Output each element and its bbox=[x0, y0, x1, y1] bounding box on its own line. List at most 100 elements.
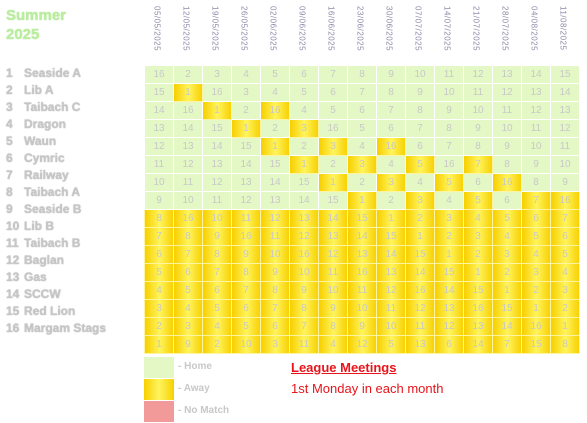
fixture-cell: 3 bbox=[260, 335, 290, 354]
season-title-line-1: Summer bbox=[6, 7, 67, 24]
fixture-cell: 3 bbox=[521, 263, 551, 282]
date-label: 05/05/2025 bbox=[152, 6, 162, 52]
fixture-cell: 10 bbox=[521, 137, 551, 156]
fixture-cell: 5 bbox=[260, 65, 290, 84]
fixture-cell: 10 bbox=[289, 263, 319, 282]
team-number: 5 bbox=[6, 134, 13, 148]
date-header: 07/07/2025 bbox=[405, 6, 431, 62]
fixture-cell: 11 bbox=[434, 65, 464, 84]
fixture-cell: 3 bbox=[405, 191, 435, 210]
team-row: 12 Baglan bbox=[6, 252, 106, 269]
fixture-cell: 11 bbox=[173, 173, 203, 192]
fixture-cell: 9 bbox=[202, 227, 232, 246]
date-header: 04/08/2025 bbox=[521, 6, 547, 62]
fixture-cell: 5 bbox=[405, 155, 435, 174]
date-header: 02/06/2025 bbox=[260, 6, 286, 62]
team-number: 10 bbox=[6, 219, 20, 233]
fixture-cell: 9 bbox=[492, 137, 522, 156]
fixture-cell: 16 bbox=[173, 209, 203, 228]
fixture-cell: 8 bbox=[289, 299, 319, 318]
fixture-cell: 12 bbox=[260, 209, 290, 228]
team-row: 13 Gas bbox=[6, 269, 106, 286]
fixture-cell: 3 bbox=[318, 137, 348, 156]
team-name: Cymric bbox=[24, 151, 65, 165]
fixture-grid: 16 2 3 4 5 6 7 8 9 10 11 12 13 14 15 15 1 16 3 4 5 6 7 8 9 10 11 12… bbox=[144, 65, 580, 354]
team-name: Taibach B bbox=[24, 236, 81, 250]
fixture-cell: 14 bbox=[376, 245, 406, 264]
fixture-row: 2 3 4 5 6 7 8 9 10 11 12 13 14 16 1 bbox=[144, 317, 580, 336]
team-number: 13 bbox=[6, 270, 20, 284]
fixture-row: 11 12 13 14 15 1 2 3 4 5 16 7 8 9 10 bbox=[144, 155, 580, 174]
fixture-cell: 4 bbox=[231, 65, 261, 84]
date-header: 05/05/2025 bbox=[144, 6, 170, 62]
date-label: 30/06/2025 bbox=[384, 6, 394, 52]
fixture-cell: 15 bbox=[405, 245, 435, 264]
fixture-cell: 7 bbox=[347, 83, 377, 102]
legend-home-label: - Home bbox=[178, 361, 212, 372]
fixture-cell: 1 bbox=[173, 83, 203, 102]
fixture-cell: 10 bbox=[347, 299, 377, 318]
fixture-cell: 2 bbox=[550, 299, 580, 318]
fixture-cell: 14 bbox=[144, 101, 174, 120]
legend-nomatch-label: - No Match bbox=[178, 405, 230, 416]
team-number: 4 bbox=[6, 117, 13, 131]
fixture-cell: 15 bbox=[492, 299, 522, 318]
fixture-cell: 10 bbox=[550, 155, 580, 174]
fixture-cell: 1 bbox=[260, 137, 290, 156]
fixture-cell: 2 bbox=[434, 227, 464, 246]
fixture-cell: 10 bbox=[492, 119, 522, 138]
fixture-cell: 1 bbox=[289, 155, 319, 174]
fixture-cell: 1 bbox=[202, 101, 232, 120]
league-meetings-heading[interactable]: League Meetings bbox=[291, 360, 397, 375]
fixture-cell: 16 bbox=[144, 65, 174, 84]
season-title-line-2: 2025 bbox=[6, 26, 40, 43]
fixture-cell: 8 bbox=[347, 65, 377, 84]
fixture-cell: 6 bbox=[405, 137, 435, 156]
team-name: Dragon bbox=[24, 117, 66, 131]
fixture-cell: 2 bbox=[144, 317, 174, 336]
fixture-cell: 16 bbox=[347, 263, 377, 282]
team-row: 6 Cymric bbox=[6, 150, 106, 167]
date-header: 14/07/2025 bbox=[434, 6, 460, 62]
fixture-cell: 12 bbox=[289, 227, 319, 246]
fixture-cell: 10 bbox=[405, 65, 435, 84]
fixture-cell: 1 bbox=[550, 317, 580, 336]
fixture-cell: 12 bbox=[521, 101, 551, 120]
fixture-cell: 7 bbox=[550, 209, 580, 228]
team-name: Lib A bbox=[24, 83, 54, 97]
fixture-cell: 5 bbox=[144, 263, 174, 282]
fixture-cell: 13 bbox=[405, 335, 435, 354]
fixture-cell: 15 bbox=[260, 155, 290, 174]
fixture-cell: 16 bbox=[173, 101, 203, 120]
fixture-cell: 6 bbox=[260, 317, 290, 336]
fixture-cell: 7 bbox=[260, 299, 290, 318]
team-name: Taibach C bbox=[24, 100, 81, 114]
fixture-cell: 16 bbox=[492, 173, 522, 192]
fixture-cell: 9 bbox=[144, 191, 174, 210]
fixture-cell: 12 bbox=[144, 137, 174, 156]
fixture-cell: 4 bbox=[376, 155, 406, 174]
fixture-cell: 6 bbox=[231, 299, 261, 318]
fixture-cell: 13 bbox=[318, 227, 348, 246]
team-row: 10 Lib B bbox=[6, 218, 106, 235]
fixture-cell: 11 bbox=[463, 83, 493, 102]
date-header: 28/07/2025 bbox=[492, 6, 518, 62]
fixture-cell: 9 bbox=[463, 119, 493, 138]
fixture-cell: 13 bbox=[231, 173, 261, 192]
fixture-cell: 9 bbox=[434, 101, 464, 120]
date-label: 12/05/2025 bbox=[181, 6, 191, 52]
team-name: Railway bbox=[24, 168, 69, 182]
team-name: Lib B bbox=[24, 219, 54, 233]
fixture-cell: 11 bbox=[318, 263, 348, 282]
team-row: 1 Seaside A bbox=[6, 65, 106, 82]
fixture-row: 13 14 15 1 2 3 16 5 6 7 8 9 10 11 12 bbox=[144, 119, 580, 138]
fixture-cell: 10 bbox=[318, 281, 348, 300]
fixture-cell: 16 bbox=[318, 119, 348, 138]
fixture-cell: 11 bbox=[289, 335, 319, 354]
fixture-cell: 4 bbox=[173, 299, 203, 318]
fixture-cell: 2 bbox=[463, 245, 493, 264]
fixture-cell: 3 bbox=[173, 317, 203, 336]
team-row: 16 Margam Stags bbox=[6, 320, 106, 337]
fixture-cell: 15 bbox=[318, 191, 348, 210]
fixture-cell: 16 bbox=[463, 299, 493, 318]
